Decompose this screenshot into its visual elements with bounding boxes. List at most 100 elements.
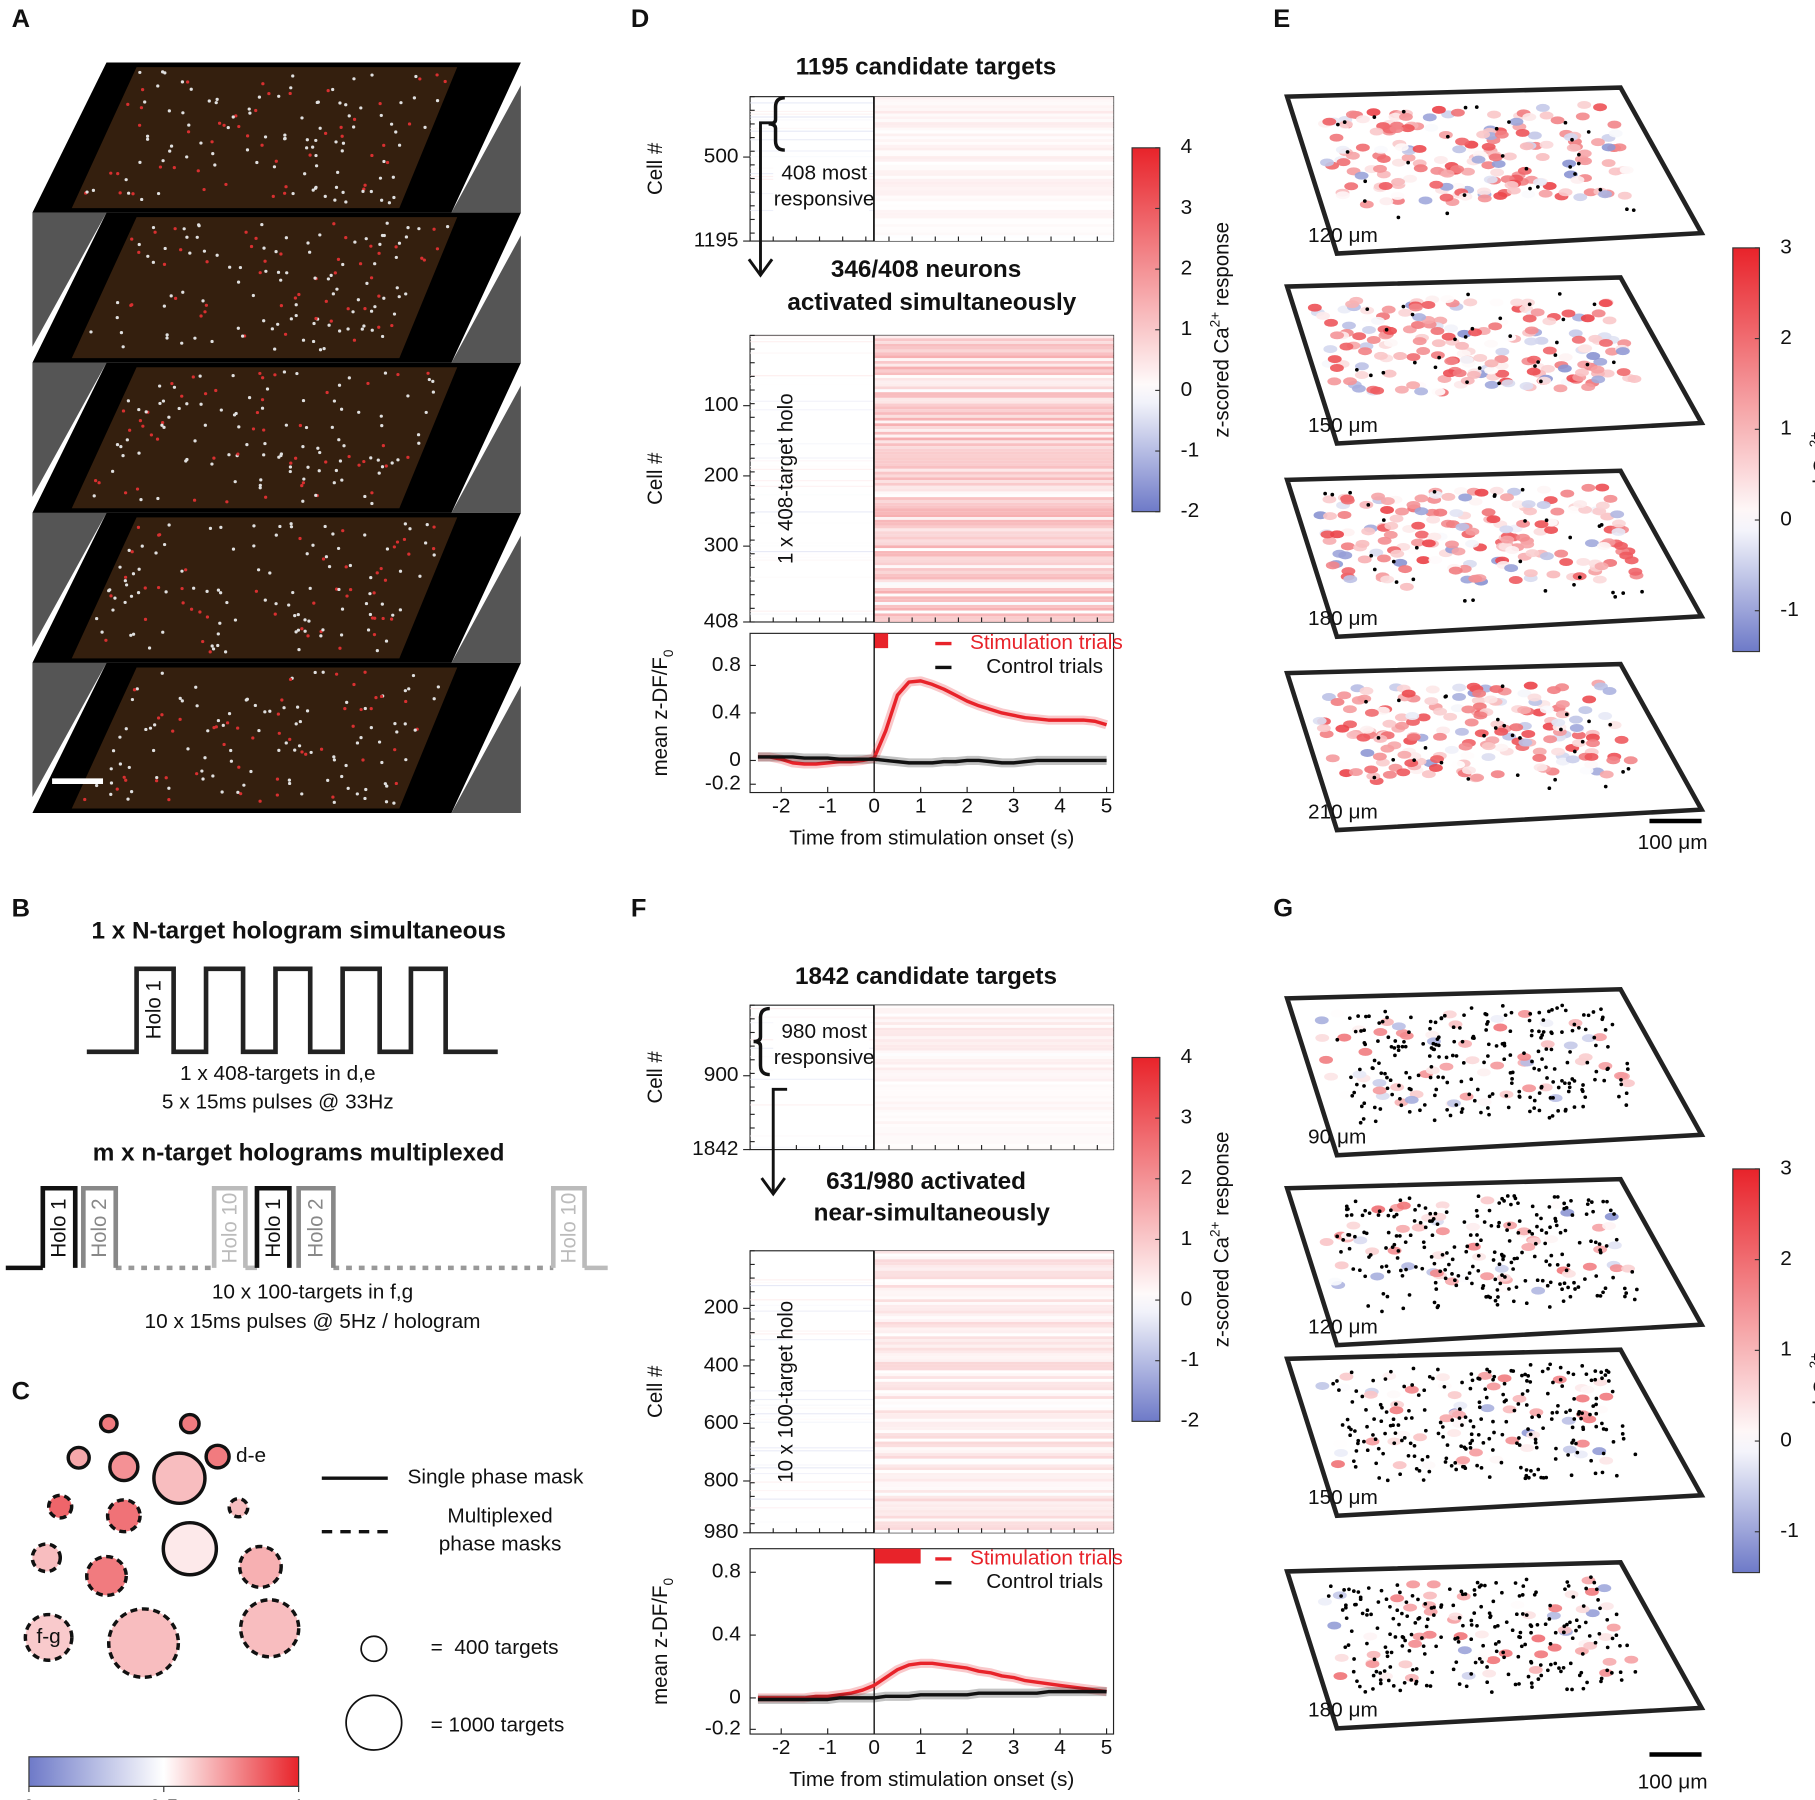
heatmap-row bbox=[873, 147, 1114, 151]
cell-response bbox=[1463, 298, 1478, 307]
heatmap-row bbox=[750, 1490, 874, 1492]
target-dot bbox=[1564, 1205, 1569, 1210]
cell-dot bbox=[137, 451, 141, 455]
cell-dot bbox=[334, 672, 339, 676]
cell-dot bbox=[237, 124, 241, 129]
cell-dot bbox=[416, 433, 421, 437]
cell-dot bbox=[119, 445, 123, 449]
heatmap-row bbox=[873, 167, 1114, 171]
cell-response bbox=[1451, 547, 1466, 556]
target-dot bbox=[1548, 1603, 1553, 1608]
cell-dot bbox=[245, 443, 249, 447]
cell-dot bbox=[254, 589, 259, 593]
cell-response bbox=[1356, 733, 1371, 742]
cell-dot bbox=[186, 80, 190, 84]
heatmap-row bbox=[873, 471, 1114, 475]
cell-dot bbox=[342, 444, 346, 448]
cell-dot bbox=[417, 227, 421, 231]
cell-dot bbox=[109, 594, 113, 598]
target-dot bbox=[1413, 1621, 1418, 1625]
cell-dot bbox=[91, 188, 96, 192]
target-dot bbox=[1518, 1630, 1523, 1635]
cell-response bbox=[1354, 371, 1369, 379]
target-dot bbox=[1484, 1295, 1488, 1299]
cell-dot bbox=[344, 103, 348, 107]
cell-response bbox=[1343, 575, 1358, 584]
target-dot bbox=[1591, 1209, 1595, 1214]
cell-response bbox=[1412, 144, 1427, 153]
target-dot bbox=[1467, 1271, 1472, 1275]
target-dot bbox=[1484, 1395, 1489, 1400]
cell-dot bbox=[392, 545, 396, 549]
target-dot bbox=[1450, 1418, 1455, 1422]
target-dot bbox=[1358, 1067, 1362, 1072]
pulse-trace bbox=[254, 1185, 292, 1268]
target-dot bbox=[1475, 1214, 1480, 1218]
cell-dot bbox=[252, 544, 256, 548]
cell-dot bbox=[236, 326, 240, 330]
cell-response bbox=[1577, 360, 1592, 369]
target-dot bbox=[1605, 1199, 1609, 1204]
cell-dot bbox=[208, 526, 213, 530]
heatmap-row bbox=[873, 1401, 1114, 1405]
target-dot bbox=[1500, 1273, 1504, 1277]
heatmap-row bbox=[873, 610, 1114, 614]
cell-response bbox=[1543, 735, 1558, 744]
cell-dot bbox=[283, 191, 287, 195]
target-dot bbox=[1457, 1615, 1462, 1620]
target-dot bbox=[1614, 1612, 1619, 1617]
target-dot bbox=[1384, 327, 1389, 332]
target-dot bbox=[1517, 1219, 1522, 1223]
target-dot bbox=[1407, 1293, 1412, 1297]
cell-response bbox=[1317, 1597, 1332, 1606]
heatmap-row bbox=[873, 488, 1114, 492]
target-dot bbox=[1450, 1257, 1455, 1262]
target-dot bbox=[1475, 1463, 1479, 1468]
cell-dot bbox=[248, 111, 252, 115]
cell-dot bbox=[312, 321, 316, 326]
target-dot bbox=[1410, 1593, 1415, 1598]
cell-response bbox=[1592, 575, 1607, 584]
cell-response bbox=[1398, 308, 1413, 317]
cell-response bbox=[1588, 334, 1603, 343]
cell-response bbox=[1521, 730, 1536, 738]
tick-label: 800 bbox=[704, 1469, 739, 1492]
target-dot bbox=[1504, 1093, 1509, 1098]
cell-response bbox=[1364, 765, 1379, 774]
cell-response bbox=[1399, 582, 1414, 591]
target-dot bbox=[1485, 1680, 1490, 1685]
target-dot bbox=[1476, 1194, 1481, 1199]
target-dot bbox=[1418, 1108, 1422, 1113]
cell-dot bbox=[298, 423, 302, 428]
cell-dot bbox=[273, 373, 277, 377]
tick-label: -0.2 bbox=[705, 1717, 741, 1740]
series-line bbox=[757, 1661, 1107, 1700]
target-dot bbox=[1454, 1467, 1459, 1472]
cell-dot bbox=[301, 338, 306, 342]
target-dot bbox=[1371, 1378, 1376, 1383]
target-dot bbox=[1543, 1622, 1548, 1627]
cell-dot bbox=[312, 601, 316, 605]
cell-dot bbox=[311, 543, 315, 547]
cell-response bbox=[1529, 1408, 1544, 1417]
target-dot bbox=[1512, 1256, 1517, 1261]
target-dot bbox=[1498, 316, 1503, 321]
target-dot bbox=[1537, 1029, 1541, 1034]
cell-dot bbox=[193, 439, 197, 443]
legend-label: Single phase mask bbox=[407, 1466, 584, 1489]
colorbar bbox=[1732, 247, 1761, 653]
cell-response bbox=[1395, 1224, 1410, 1233]
target-dot bbox=[1540, 1057, 1544, 1061]
heatmap-row bbox=[873, 113, 1114, 117]
target-dot bbox=[1422, 1408, 1427, 1412]
cell-response bbox=[1389, 1406, 1404, 1415]
target-dot bbox=[1376, 1039, 1380, 1043]
cell-dot bbox=[196, 169, 200, 173]
target-dot bbox=[1417, 1468, 1422, 1473]
heatmap-row bbox=[873, 153, 1114, 157]
cell-response bbox=[1338, 551, 1353, 560]
heatmap-row bbox=[873, 232, 1114, 236]
target-dot bbox=[1571, 1438, 1576, 1443]
heatmap-row bbox=[873, 590, 1114, 594]
cell-response bbox=[1413, 164, 1428, 173]
